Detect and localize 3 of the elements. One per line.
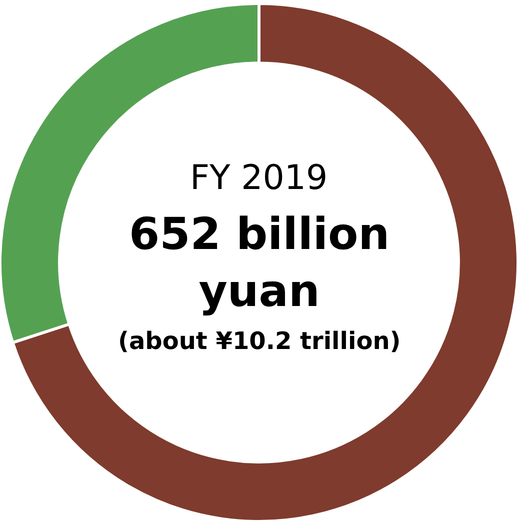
text: FY 2019 <box>190 158 328 198</box>
text: 652 billion yuan <box>129 209 390 318</box>
text: (about ¥10.2 trillion) <box>118 327 401 355</box>
